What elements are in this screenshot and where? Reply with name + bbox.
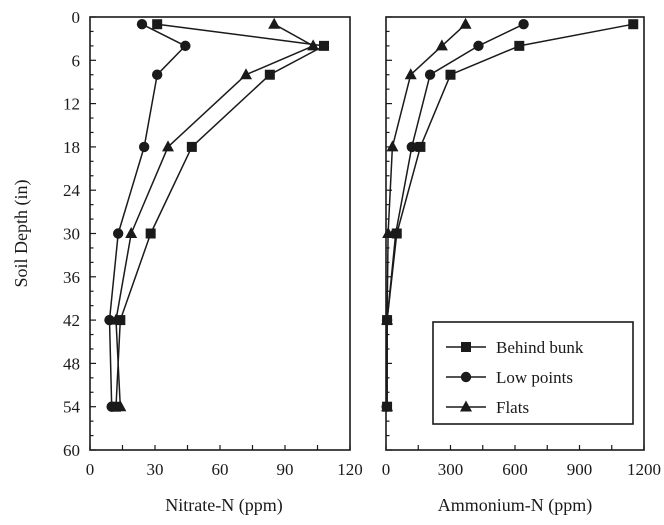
- point-0-low-points-3: [138, 141, 150, 153]
- x-tick-label-1-900: 900: [567, 460, 593, 479]
- y-axis-label: Soil Depth (in): [11, 180, 32, 288]
- x-tick-label-1-1200: 1200: [627, 460, 661, 479]
- x-tick-label-0-120: 120: [337, 460, 363, 479]
- point-0-flats-4: [125, 227, 138, 238]
- x-axis-label-1: Ammonium-N (ppm): [438, 495, 593, 516]
- point-0-low-points-2: [151, 69, 163, 80]
- point-1-behind-bunk-2: [445, 69, 456, 80]
- y-tick-label-36: 36: [63, 268, 80, 287]
- point-0-behind-bunk-4: [145, 228, 156, 239]
- point-0-flats-3: [162, 140, 174, 152]
- legend-label-behind-bunk: Behind bunk: [496, 338, 584, 357]
- x-tick-label-0-30: 30: [147, 460, 164, 479]
- series-line-0-low-points: [108, 23, 187, 407]
- x-axis-label-0: Nitrate-N (ppm): [165, 495, 282, 516]
- point-0-behind-bunk-1: [319, 40, 329, 51]
- point-0-low-points-1: [180, 40, 191, 52]
- legend-entry-flats: Flats: [446, 398, 529, 417]
- point-0-flats-6: [114, 400, 127, 412]
- point-1-behind-bunk-3: [415, 141, 426, 152]
- legend-label-flats: Flats: [496, 398, 529, 417]
- x-tick-label-0-0: 0: [86, 460, 95, 479]
- series-line-0-behind-bunk: [115, 23, 325, 407]
- point-1-flats-0: [459, 17, 472, 29]
- point-0-behind-bunk-5: [115, 315, 126, 326]
- point-1-low-points-1: [473, 40, 484, 52]
- point-0-behind-bunk-0: [152, 19, 163, 30]
- point-1-flats-2: [404, 68, 417, 80]
- point-0-flats-2: [240, 68, 252, 80]
- point-0-low-points-6: [106, 401, 117, 412]
- point-1-flats-1: [435, 39, 448, 51]
- series-line-0-flats: [115, 23, 314, 407]
- x-tick-label-1-600: 600: [502, 460, 528, 479]
- point-0-behind-bunk-2: [264, 69, 275, 80]
- y-tick-label-42: 42: [63, 311, 80, 330]
- y-tick-label-6: 6: [72, 51, 81, 70]
- series-0-behind-bunk: [111, 19, 329, 412]
- legend-entry-low-points: Low points: [446, 368, 573, 387]
- legend-label-low-points: Low points: [496, 368, 573, 387]
- point-1-flats-5: [381, 313, 394, 325]
- x-tick-label-0-90: 90: [277, 460, 294, 479]
- series-0-flats: [110, 17, 320, 412]
- ammonium-panel: 0 300 600 900 1200 Ammonium-N (ppm): [381, 16, 661, 516]
- point-0-low-points-0: [136, 19, 148, 30]
- y-tick-label-48: 48: [63, 354, 80, 373]
- y-axis-label-layer: Soil Depth (in): [11, 180, 32, 288]
- point-1-low-points-0: [518, 19, 529, 30]
- point-0-behind-bunk-3: [186, 141, 197, 152]
- y-tick-label-30: 30: [63, 225, 80, 244]
- x-tick-label-0-60: 60: [212, 460, 229, 479]
- y-tick-label-60: 60: [63, 441, 80, 460]
- point-0-flats-0: [268, 17, 281, 29]
- point-1-low-points-3: [406, 141, 417, 153]
- series-0-low-points: [104, 19, 191, 412]
- legend-marker-behind-bunk: [461, 342, 471, 352]
- nitrate-panel: 0 6 12 18 24 30 36 42 48 54 60 0 30 60 90 120 Nitrate-N …: [63, 8, 363, 516]
- y-tick-label-24: 24: [63, 181, 81, 200]
- point-1-behind-bunk-1: [514, 40, 525, 51]
- point-1-flats-3: [386, 140, 399, 152]
- point-0-flats-1: [307, 39, 320, 51]
- point-0-flats-5: [110, 313, 122, 325]
- y-tick-label-18: 18: [63, 138, 80, 157]
- legend-entry-behind-bunk: Behind bunk: [446, 338, 584, 357]
- y-tick-label-54: 54: [63, 398, 81, 417]
- point-1-low-points-2: [424, 69, 436, 80]
- point-1-flats-4: [382, 227, 395, 238]
- point-0-low-points-4: [112, 228, 124, 239]
- x-tick-label-1-300: 300: [438, 460, 464, 479]
- x-tick-label-1-0: 0: [382, 460, 391, 479]
- series-1-flats: [381, 17, 472, 412]
- legend-marker-low-points: [460, 371, 472, 383]
- point-1-flats-6: [381, 400, 394, 412]
- point-1-behind-bunk-0: [628, 19, 639, 30]
- y-tick-label-12: 12: [63, 95, 80, 114]
- legend-marker-flats: [460, 400, 472, 412]
- legend: Behind bunk Low points Flats: [432, 321, 634, 425]
- y-tick-label-0: 0: [72, 8, 81, 27]
